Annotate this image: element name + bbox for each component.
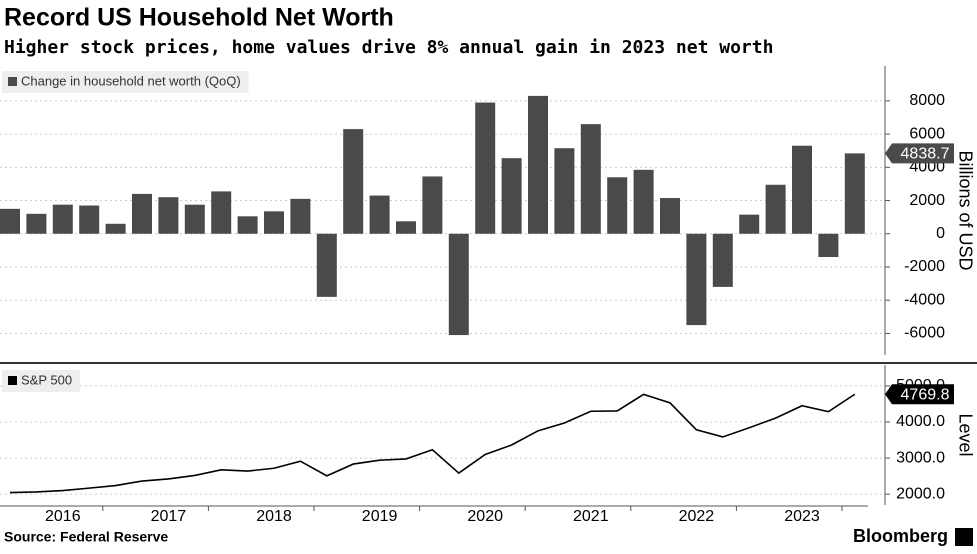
bar <box>52 204 73 234</box>
bar <box>660 198 680 234</box>
bar <box>369 195 390 234</box>
x-tick-label: 2022 <box>679 508 715 525</box>
y-tick-label: -2000 <box>904 258 945 275</box>
bar <box>739 214 760 234</box>
bar <box>448 233 469 336</box>
bar <box>316 233 337 297</box>
x-tick-label: 2016 <box>45 508 81 525</box>
legend-box <box>2 370 81 392</box>
bar <box>765 184 786 234</box>
brand-icon <box>955 528 973 546</box>
value-label: 4838.7 <box>901 146 950 163</box>
bar <box>237 216 258 234</box>
bar <box>580 124 601 234</box>
legend-box <box>2 71 249 93</box>
bar <box>475 102 496 234</box>
legend-swatch <box>8 376 17 385</box>
legend-label: S&P 500 <box>21 372 72 387</box>
y-tick-label: -4000 <box>904 291 945 308</box>
value-label-box <box>885 384 954 405</box>
chart-subtitle: Higher stock prices, home values drive 8… <box>4 37 773 58</box>
bar <box>26 213 47 234</box>
legend-label: Change in household net worth (QoQ) <box>21 73 241 88</box>
x-tick-label: 2023 <box>784 508 820 525</box>
bar <box>211 191 232 234</box>
bar <box>792 145 812 234</box>
bar <box>184 204 205 234</box>
x-tick-label: 2018 <box>256 508 292 525</box>
bar <box>264 211 284 234</box>
bar <box>633 169 654 234</box>
line <box>9 393 856 494</box>
chart-title: Record US Household Net Worth <box>4 4 394 32</box>
y-tick-label: 2000.0 <box>896 485 945 502</box>
bar <box>528 95 548 234</box>
bar <box>818 233 839 258</box>
bar <box>501 158 522 234</box>
bar <box>554 148 575 234</box>
bar <box>343 129 364 234</box>
value-label-box <box>885 143 954 164</box>
y-tick-label: 4000.0 <box>896 413 945 430</box>
source: Source: Federal Reserve <box>4 529 168 545</box>
bar <box>686 233 707 326</box>
value-label: 4769.8 <box>901 386 950 403</box>
brand: Bloomberg <box>853 526 948 546</box>
bar <box>844 153 865 234</box>
bar <box>105 223 126 234</box>
bar <box>132 193 152 234</box>
y-tick-label: 3000.0 <box>896 449 945 466</box>
y-tick-label: 0 <box>936 225 945 242</box>
y-tick-label: 2000 <box>909 192 945 209</box>
bar <box>607 177 628 234</box>
x-tick-label: 2021 <box>573 508 609 525</box>
x-tick-label: 2019 <box>362 508 398 525</box>
bar <box>79 205 100 234</box>
y-tick-label: 6000 <box>909 125 945 142</box>
y-tick-label: 8000 <box>909 92 945 109</box>
y-axis-label: Level <box>955 413 975 456</box>
bar <box>422 176 443 234</box>
bar <box>712 233 733 287</box>
bar <box>158 197 179 234</box>
legend-swatch <box>8 77 17 86</box>
y-tick-label: -6000 <box>904 325 945 342</box>
bar <box>0 208 20 234</box>
bar <box>396 221 416 234</box>
x-tick-label: 2020 <box>467 508 503 525</box>
y-axis-label: Billions of USD <box>955 150 975 270</box>
bar <box>290 198 311 234</box>
x-tick-label: 2017 <box>151 508 187 525</box>
